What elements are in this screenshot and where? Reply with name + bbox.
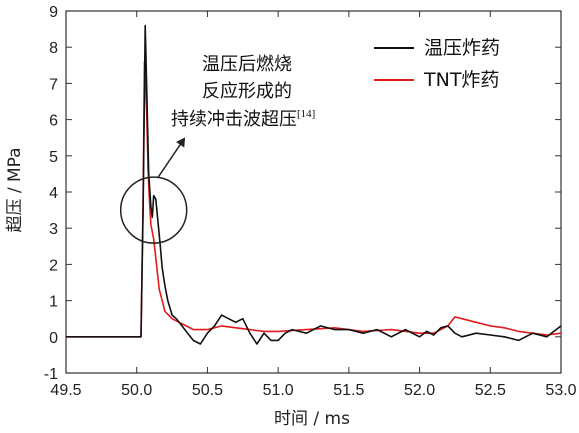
x-tick-label: 53.0 (545, 382, 576, 399)
x-tick-label: 49.5 (50, 382, 81, 399)
annotation-circle (119, 176, 188, 244)
annotation-arrow (157, 137, 186, 178)
plot-area (65, 10, 562, 374)
y-tick-label: 2 (49, 257, 58, 274)
y-tick-label: 8 (49, 40, 58, 57)
series-group (66, 24, 562, 345)
y-tick-label: 7 (49, 76, 58, 93)
plot-frame (65, 10, 562, 374)
axes: 49.5 50.0 50.5 51.0 51.5 52.0 52.5 53.0 -1 0 1 2 3 4 5… (44, 4, 577, 399)
y-tick-label: 9 (49, 4, 58, 21)
annotation: 温压后燃烧 反应形成的 持续冲击波超压[14] (119, 54, 315, 244)
series-line-0 (66, 24, 562, 345)
x-tick-label: 51.0 (263, 382, 294, 399)
y-tick-label: 6 (49, 113, 58, 130)
annotation-line-1: 温压后燃烧 (202, 54, 292, 75)
x-tick-label: 50.0 (121, 382, 152, 399)
x-tick-label: 51.5 (333, 382, 364, 399)
legend-label-thermobaric: 温压炸药 (424, 37, 500, 59)
y-axis-label: 超压 / MPa (5, 147, 25, 232)
y-tick-label: 0 (49, 330, 58, 347)
x-axis-label: 时间 / ms (274, 409, 350, 429)
x-tick-label: 52.0 (404, 382, 435, 399)
legend: 温压炸药 TNT炸药 (374, 37, 500, 91)
legend-label-tnt: TNT炸药 (423, 69, 499, 91)
y-tick-label: -1 (44, 366, 58, 383)
y-tick-label: 4 (49, 185, 58, 202)
y-tick-label: 1 (49, 294, 58, 311)
series-line-1 (66, 60, 562, 338)
x-tick-label: 52.5 (475, 382, 506, 399)
x-tick-label: 50.5 (192, 382, 223, 399)
y-tick-label: 5 (49, 149, 58, 166)
annotation-line-3: 持续冲击波超压[14] (171, 108, 315, 130)
y-tick-label: 3 (49, 221, 58, 238)
annotation-line-2: 反应形成的 (202, 81, 292, 102)
